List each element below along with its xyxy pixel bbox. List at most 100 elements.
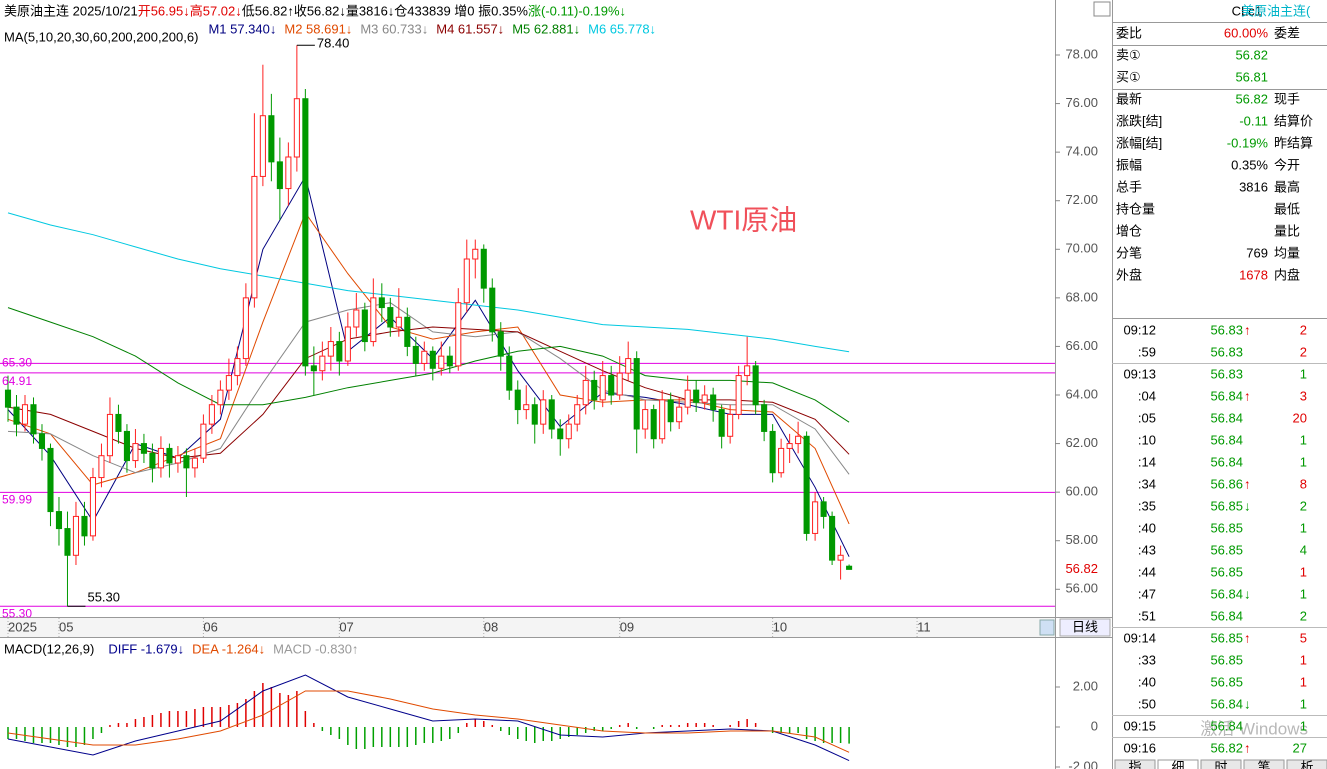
trade-direction: ↑ bbox=[1244, 322, 1251, 337]
trade-direction: ↓ bbox=[1244, 696, 1251, 711]
legend-entry: M4 61.557↓ bbox=[436, 21, 504, 36]
candle-body bbox=[361, 309, 368, 343]
y-tick-label: 70.00 bbox=[1065, 241, 1098, 256]
candle-body bbox=[446, 355, 453, 367]
trade-price: 56.85 bbox=[1210, 564, 1243, 579]
y-tick-label: 76.00 bbox=[1065, 95, 1098, 110]
candle-body bbox=[225, 375, 232, 391]
candle-body bbox=[166, 447, 173, 464]
candle-body bbox=[616, 372, 623, 396]
candle-body bbox=[591, 379, 598, 401]
period-button[interactable] bbox=[1059, 618, 1111, 637]
candle-body bbox=[395, 316, 402, 328]
tab[interactable] bbox=[1243, 759, 1285, 769]
tab[interactable] bbox=[1286, 759, 1327, 769]
level-label: 55.30 bbox=[2, 606, 32, 620]
trade-price: 56.85 bbox=[1210, 674, 1243, 689]
candle-body bbox=[191, 457, 198, 469]
trade-price: 56.85 bbox=[1210, 630, 1243, 645]
trade-volume: 27 bbox=[1293, 740, 1307, 755]
header-text: 仓433839 增0 振0.35% bbox=[394, 3, 528, 18]
x-tick-label: 06 bbox=[203, 619, 217, 634]
header-text: 收56.82↓ bbox=[294, 3, 346, 18]
trade-price: 56.84 bbox=[1210, 718, 1243, 733]
candle-body bbox=[106, 413, 113, 457]
candle-body bbox=[293, 98, 300, 158]
y-tick-label: 56.00 bbox=[1065, 581, 1098, 596]
candle-body bbox=[344, 326, 351, 362]
trade-volume: 3 bbox=[1300, 388, 1307, 403]
tab[interactable] bbox=[1200, 759, 1242, 769]
header-text: 低56.82↑ bbox=[242, 3, 294, 18]
header-text: 开56.95↓ bbox=[138, 3, 190, 18]
candle-body bbox=[302, 98, 309, 367]
quote-key: 均量 bbox=[1274, 245, 1300, 260]
trade-time: :05 bbox=[1138, 410, 1156, 425]
tab[interactable] bbox=[1114, 759, 1156, 769]
trade-volume: 2 bbox=[1300, 344, 1307, 359]
x-tick-label: 05 bbox=[59, 619, 73, 634]
quote-key: 委比 bbox=[1116, 25, 1142, 40]
candle-body bbox=[718, 409, 725, 437]
candle-body bbox=[540, 399, 547, 425]
trade-volume: 2 bbox=[1300, 498, 1307, 513]
trade-volume: 5 bbox=[1300, 630, 1307, 645]
candle-body bbox=[557, 428, 564, 440]
candle-body bbox=[548, 399, 555, 430]
plot-area bbox=[7, 674, 850, 762]
tab-label[interactable]: 时 bbox=[1214, 759, 1227, 769]
y-tick-label: 60.00 bbox=[1065, 484, 1098, 499]
candle-body bbox=[242, 297, 249, 360]
trade-time: :43 bbox=[1138, 542, 1156, 557]
trade-time: :47 bbox=[1138, 586, 1156, 601]
trade-time: :51 bbox=[1138, 608, 1156, 623]
trade-time: :34 bbox=[1138, 476, 1156, 491]
candle-body bbox=[285, 156, 292, 190]
candle-body bbox=[735, 375, 742, 415]
trade-time: :10 bbox=[1138, 432, 1156, 447]
candle-body bbox=[208, 404, 215, 425]
header-text: 量3816↓ bbox=[346, 3, 394, 18]
candle-body bbox=[55, 511, 63, 530]
quote-value: 1678 bbox=[1239, 267, 1268, 282]
candle-body bbox=[786, 443, 793, 449]
tab-label[interactable]: 指 bbox=[1128, 759, 1141, 769]
trade-volume: 4 bbox=[1300, 542, 1307, 557]
candle-body bbox=[149, 452, 156, 469]
candle-body bbox=[38, 433, 46, 449]
candle-body bbox=[217, 389, 224, 406]
legend-entry: DIFF -1.679↓ bbox=[108, 641, 184, 656]
trade-time: 09:12 bbox=[1123, 322, 1156, 337]
quote-key: 量比 bbox=[1274, 223, 1300, 238]
header-text: 美原油主连 2025/10/21 bbox=[4, 3, 138, 18]
tab-label[interactable]: 析 bbox=[1300, 759, 1313, 769]
tab-label[interactable]: 细 bbox=[1171, 759, 1184, 769]
header-text: 涨(-0.11)-0.19%↓ bbox=[528, 3, 626, 18]
candle-body bbox=[463, 258, 470, 304]
legend-entry: DEA -1.264↓ bbox=[192, 641, 265, 656]
y-tick-label: 62.00 bbox=[1065, 435, 1098, 450]
scroll-button[interactable] bbox=[1039, 619, 1055, 636]
series-line bbox=[7, 212, 850, 353]
candle-body bbox=[599, 375, 606, 401]
quote-value: 56.82 bbox=[1235, 91, 1268, 106]
x-tick-label: 09 bbox=[620, 619, 634, 634]
tab-label[interactable]: 笔 bbox=[1257, 759, 1270, 769]
trade-volume: 1 bbox=[1300, 366, 1307, 381]
candle-body bbox=[752, 365, 759, 406]
candle-body bbox=[183, 455, 190, 469]
candle-body bbox=[744, 365, 751, 377]
tab[interactable] bbox=[1157, 759, 1199, 769]
quote-key: 最高 bbox=[1274, 179, 1300, 194]
menu-button[interactable] bbox=[1093, 1, 1111, 17]
candle-body bbox=[319, 355, 326, 372]
period-label[interactable]: 日线 bbox=[1072, 619, 1098, 634]
y-tick-label: 68.00 bbox=[1065, 289, 1098, 304]
trade-price: 56.82 bbox=[1210, 740, 1243, 755]
quote-key: 增仓 bbox=[1116, 223, 1142, 238]
quote-value: 60.00% bbox=[1224, 25, 1269, 40]
candle-body bbox=[115, 413, 122, 432]
trade-volume: 1 bbox=[1300, 674, 1307, 689]
candle-body bbox=[523, 404, 530, 411]
